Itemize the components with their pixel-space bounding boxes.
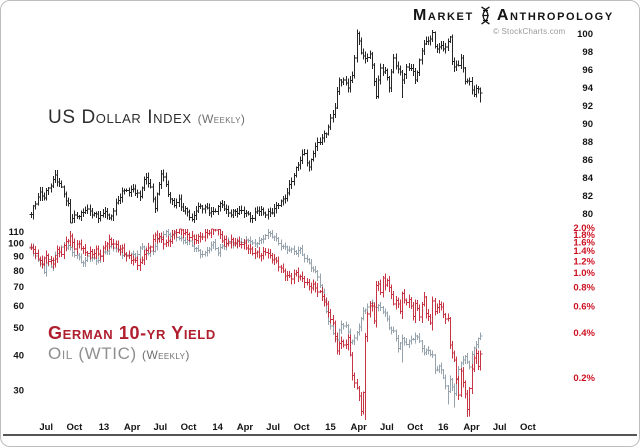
oil-axis-label: 60 <box>13 301 24 312</box>
usd-axis-label: 92 <box>582 101 593 112</box>
yield-axis-label: 1.4% <box>573 246 595 257</box>
x-axis-label: Apr <box>237 422 254 433</box>
usd-axis-label: 80 <box>582 209 593 220</box>
dna-icon <box>478 6 493 25</box>
usd-axis-label: 82 <box>582 191 593 202</box>
yield-axis-label: 2.0% <box>573 223 595 234</box>
x-axis-label: Apr <box>124 422 141 433</box>
usd-ohlc-series <box>29 29 483 224</box>
usd-axis-label: 96 <box>582 65 593 76</box>
usd-axis-label: 98 <box>582 47 593 58</box>
usd-axis-label: 84 <box>582 173 593 184</box>
usd-axis-label: 94 <box>582 83 593 94</box>
panel-title-oil: Oil (WTIC) (Weekly) <box>48 344 190 364</box>
brand-word-anthropology: Anthropology <box>496 6 614 24</box>
yield-axis-label: 0.2% <box>573 373 595 384</box>
x-axis-label: Oct <box>520 422 537 433</box>
usd-title-text: US Dollar Index <box>48 107 192 128</box>
oil-axis-label: 30 <box>13 386 24 397</box>
oil-title-text: Oil (WTIC) <box>48 344 137 363</box>
oil-axis-label: 100 <box>8 239 24 250</box>
x-axis-label: Jul <box>153 422 167 433</box>
german-yield-ohlc-series <box>29 228 483 420</box>
x-axis-label: Jul <box>380 422 394 433</box>
yield-axis-label: 0.4% <box>573 328 595 339</box>
oil-axis-label: 90 <box>13 251 24 262</box>
oil-axis-label: 80 <box>13 266 24 277</box>
x-axis-label: Apr <box>463 422 480 433</box>
yield-axis-label: 1.2% <box>573 256 595 267</box>
x-axis-label: 13 <box>99 422 110 433</box>
panel-title-usd: US Dollar Index (Weekly) <box>48 107 245 129</box>
yield-axis-label: 1.0% <box>573 268 595 279</box>
x-axis-label: Jul <box>266 422 280 433</box>
x-axis-label: 14 <box>212 422 223 433</box>
oil-axis-label: 70 <box>13 282 24 293</box>
stockcharts-watermark: © StockCharts.com <box>493 27 566 36</box>
usd-axis-label: 88 <box>582 137 593 148</box>
x-axis-label: Apr <box>350 422 367 433</box>
x-axis-label: 15 <box>325 422 336 433</box>
yield-axis-label: 0.6% <box>573 301 595 312</box>
x-axis-label: Oct <box>181 422 198 433</box>
oil-axis-label: 50 <box>13 323 24 334</box>
oil-axis-label: 40 <box>13 350 24 361</box>
x-axis-label: Jul <box>39 422 53 433</box>
x-axis-label: Oct <box>294 422 311 433</box>
usd-title-suffix: (Weekly) <box>197 112 246 126</box>
panel-title-german-yield: German 10-yr Yield <box>48 323 216 343</box>
oil-axis-label: 110 <box>9 227 24 238</box>
brand-word-market: Market <box>413 6 474 24</box>
x-axis-label: 16 <box>438 422 449 433</box>
usd-axis-label: 90 <box>582 119 593 130</box>
yield-axis-label: 0.8% <box>573 283 595 294</box>
yield-axis-label: 1.8% <box>573 230 595 241</box>
brand-logo: Market Anthropology <box>413 6 633 25</box>
usd-axis-label: 100 <box>577 29 593 40</box>
yield-axis-label: 1.6% <box>573 238 595 249</box>
x-axis-label: Oct <box>66 422 83 433</box>
oil-title-suffix: (Weekly) <box>142 348 190 362</box>
x-axis-label: Jul <box>493 422 507 433</box>
usd-axis-label: 86 <box>582 155 593 166</box>
x-axis-label: Oct <box>407 422 424 433</box>
